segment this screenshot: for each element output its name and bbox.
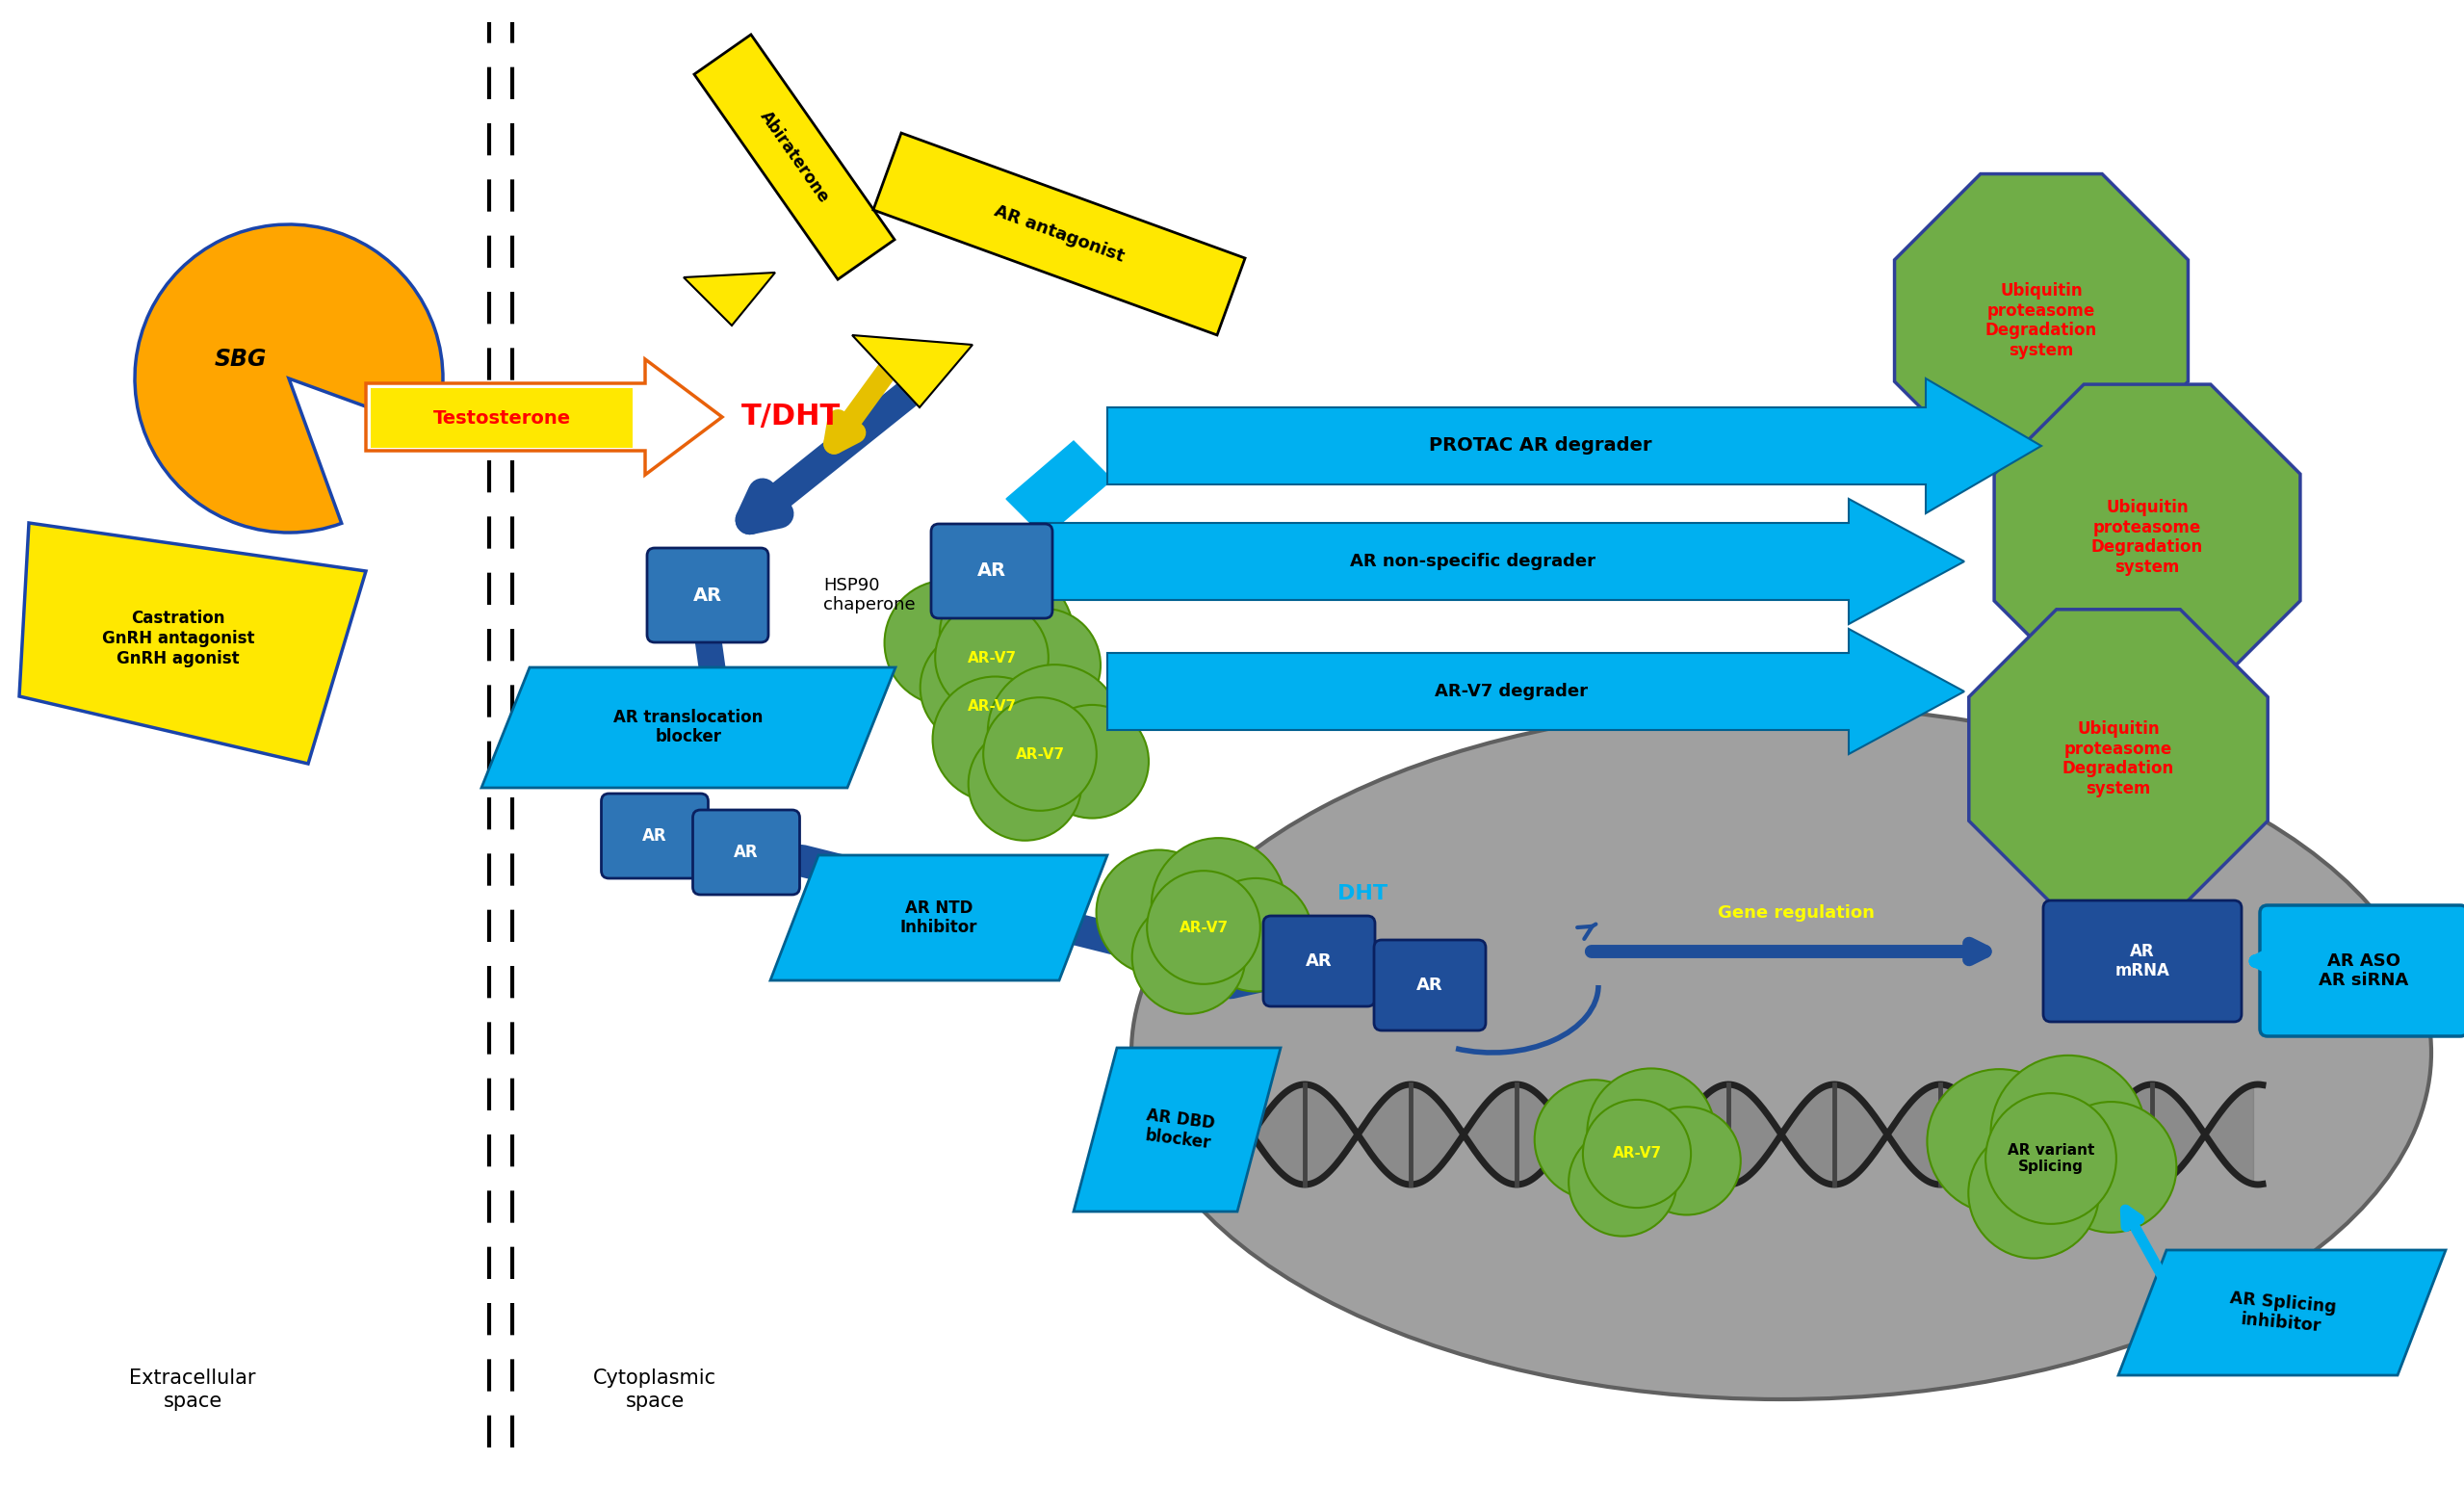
Circle shape	[988, 664, 1121, 799]
Text: AR-V7 degrader: AR-V7 degrader	[1434, 682, 1589, 700]
Circle shape	[1200, 878, 1313, 991]
Text: Cytoplasmic
space: Cytoplasmic space	[594, 1369, 717, 1410]
Text: AR: AR	[643, 828, 668, 844]
Polygon shape	[1993, 385, 2301, 691]
Text: AR-V7: AR-V7	[1178, 920, 1227, 935]
Wedge shape	[136, 224, 444, 532]
Circle shape	[1587, 1068, 1715, 1196]
Circle shape	[1146, 871, 1259, 984]
Text: AR-V7: AR-V7	[1015, 747, 1064, 761]
FancyBboxPatch shape	[692, 810, 801, 895]
Text: DHT: DHT	[687, 755, 756, 783]
FancyBboxPatch shape	[370, 388, 633, 447]
Text: AR antagonist: AR antagonist	[993, 202, 1126, 266]
Polygon shape	[480, 667, 894, 788]
Circle shape	[939, 568, 1074, 703]
Text: AR ASO
AR siRNA: AR ASO AR siRNA	[2319, 953, 2410, 990]
FancyBboxPatch shape	[1264, 915, 1375, 1006]
Polygon shape	[1030, 499, 1964, 624]
FancyBboxPatch shape	[648, 548, 769, 642]
Circle shape	[1535, 1080, 1653, 1199]
Text: AR: AR	[692, 585, 722, 605]
Circle shape	[968, 727, 1082, 841]
Text: Ubiquitin
proteasome
Degradation
system: Ubiquitin proteasome Degradation system	[2092, 499, 2203, 577]
Polygon shape	[1106, 629, 1964, 753]
Polygon shape	[1106, 379, 2040, 513]
Text: Castration
GnRH antagonist
GnRH agonist: Castration GnRH antagonist GnRH agonist	[101, 609, 254, 667]
Text: AR: AR	[734, 844, 759, 860]
Text: Gene regulation: Gene regulation	[1717, 905, 1875, 921]
Polygon shape	[771, 856, 1106, 981]
Text: Testosterone: Testosterone	[434, 409, 572, 426]
FancyBboxPatch shape	[2043, 901, 2242, 1022]
Text: AR
mRNA: AR mRNA	[2114, 942, 2171, 979]
Text: AR translocation
blocker: AR translocation blocker	[614, 709, 764, 746]
Circle shape	[1035, 704, 1148, 819]
Text: AR variant
Splicing: AR variant Splicing	[2008, 1143, 2094, 1174]
Circle shape	[1986, 1094, 2117, 1224]
Text: Abiraterone: Abiraterone	[756, 108, 833, 207]
FancyBboxPatch shape	[1375, 941, 1486, 1030]
Circle shape	[931, 676, 1057, 802]
Circle shape	[885, 580, 1010, 706]
FancyBboxPatch shape	[601, 794, 707, 878]
Ellipse shape	[1131, 706, 2432, 1400]
FancyBboxPatch shape	[2259, 905, 2464, 1036]
Circle shape	[1096, 850, 1222, 975]
Text: AR: AR	[978, 562, 1005, 580]
Polygon shape	[1005, 441, 1111, 538]
Polygon shape	[2119, 1250, 2447, 1375]
Text: AR: AR	[1417, 976, 1444, 994]
Text: T/DHT: T/DHT	[742, 403, 840, 431]
Polygon shape	[695, 34, 894, 279]
Circle shape	[1582, 1100, 1690, 1208]
Text: AR-V7: AR-V7	[968, 698, 1015, 713]
Circle shape	[1991, 1055, 2146, 1210]
Circle shape	[1131, 901, 1244, 1013]
Polygon shape	[365, 360, 722, 476]
Text: DHT: DHT	[1338, 884, 1387, 903]
Polygon shape	[853, 336, 973, 407]
Text: PROTAC AR degrader: PROTAC AR degrader	[1429, 437, 1651, 455]
Text: Extracellular
space: Extracellular space	[128, 1369, 256, 1410]
Polygon shape	[1074, 1048, 1281, 1211]
Text: Ubiquitin
proteasome
Degradation
system: Ubiquitin proteasome Degradation system	[1986, 282, 2097, 360]
Circle shape	[1969, 1128, 2099, 1259]
Circle shape	[1634, 1107, 1740, 1216]
Polygon shape	[872, 132, 1244, 334]
Circle shape	[1570, 1128, 1676, 1236]
Text: AR-V7: AR-V7	[1611, 1147, 1661, 1161]
Text: AR-V7: AR-V7	[968, 651, 1015, 666]
Text: AR Splicing
inhibitor: AR Splicing inhibitor	[2227, 1290, 2336, 1336]
Circle shape	[2045, 1101, 2176, 1232]
Circle shape	[983, 697, 1096, 811]
Text: HSP90
chaperone: HSP90 chaperone	[823, 577, 914, 614]
Polygon shape	[1969, 609, 2267, 908]
Text: AR non-specific degrader: AR non-specific degrader	[1350, 553, 1597, 571]
Polygon shape	[1895, 174, 2188, 468]
Circle shape	[919, 632, 1032, 744]
Text: AR: AR	[1306, 953, 1333, 970]
Circle shape	[988, 609, 1101, 722]
Circle shape	[936, 602, 1047, 715]
Polygon shape	[20, 523, 365, 764]
Polygon shape	[683, 272, 776, 325]
Text: AR NTD
Inhibitor: AR NTD Inhibitor	[899, 899, 978, 936]
Text: AR DBD
blocker: AR DBD blocker	[1143, 1107, 1215, 1153]
Text: Ubiquitin
proteasome
Degradation
system: Ubiquitin proteasome Degradation system	[2062, 721, 2173, 798]
Circle shape	[1151, 838, 1286, 972]
Circle shape	[1927, 1068, 2072, 1214]
FancyBboxPatch shape	[931, 525, 1052, 618]
Text: SBG: SBG	[214, 348, 266, 372]
